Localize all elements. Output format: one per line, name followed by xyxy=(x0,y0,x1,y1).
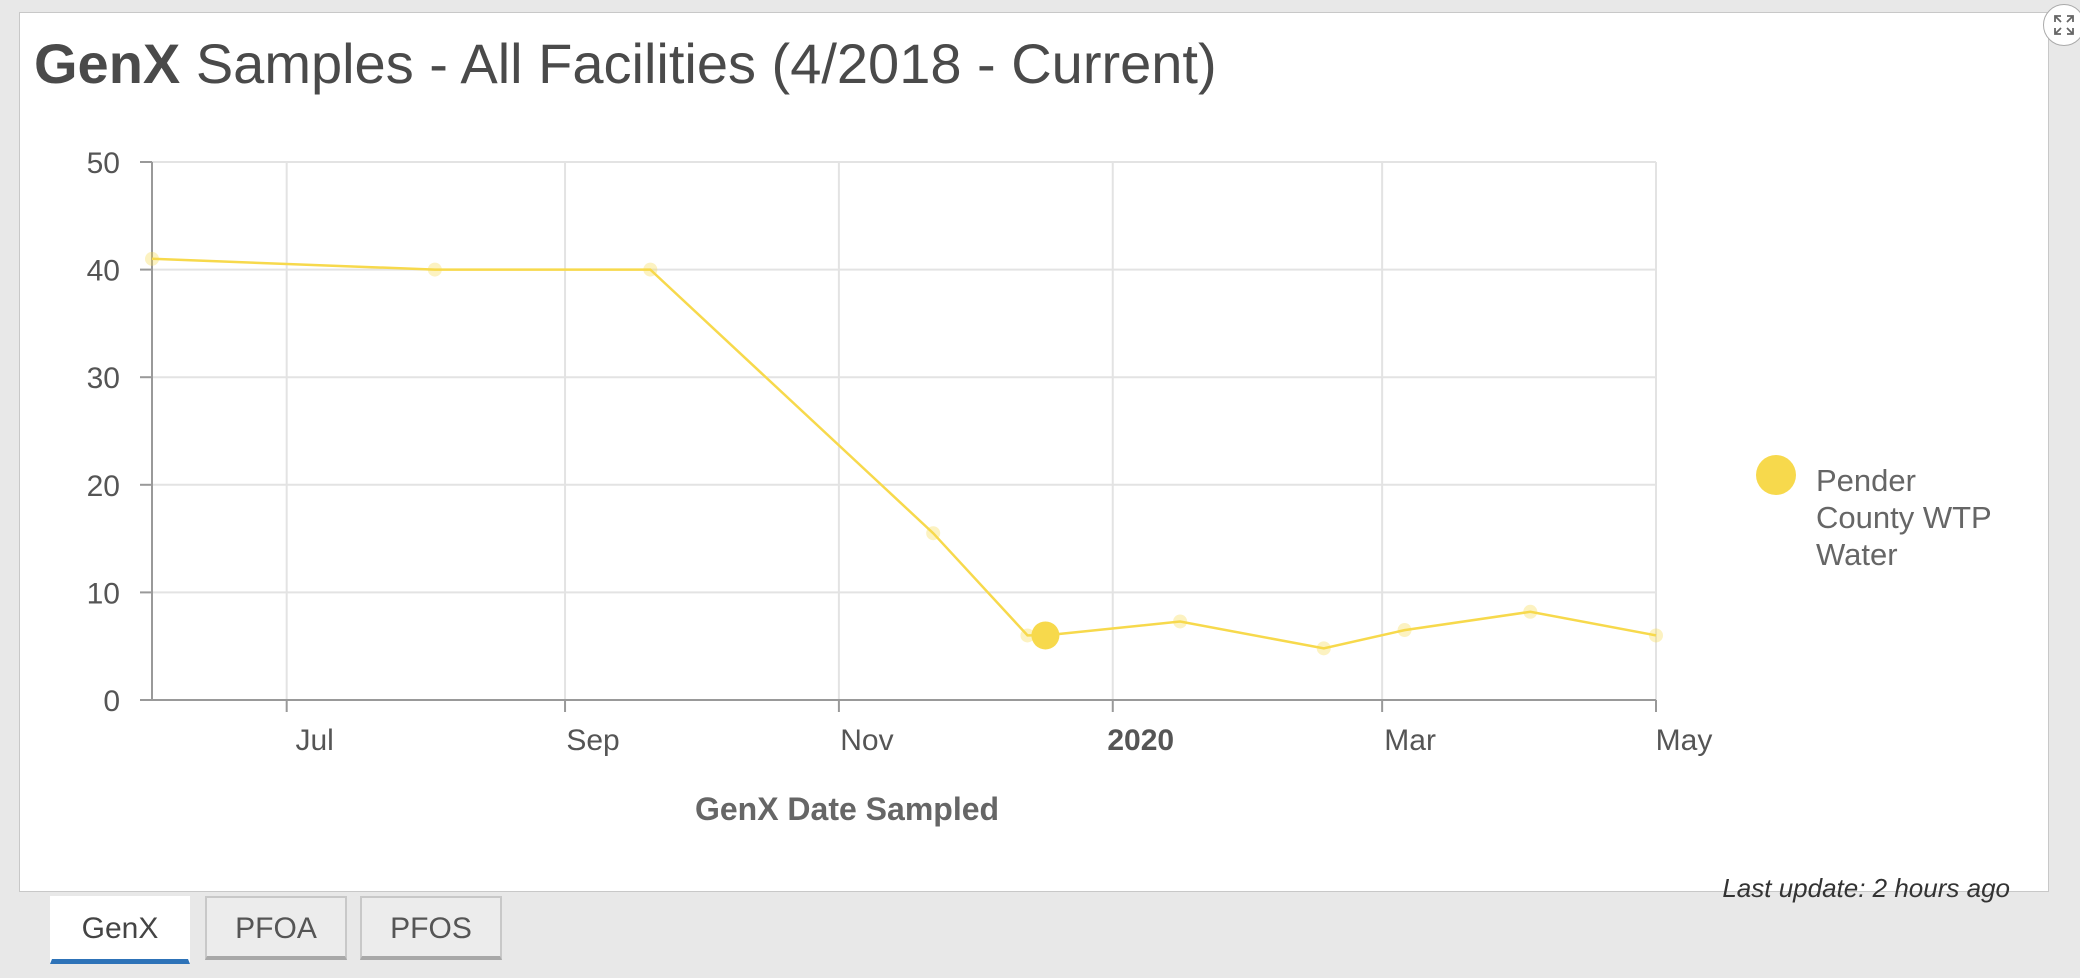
chart-title-rest: Samples - All Facilities (4/2018 - Curre… xyxy=(180,32,1217,95)
chart-title-bold: GenX xyxy=(34,32,181,95)
data-point xyxy=(1173,614,1188,629)
x-axis-label: GenX Date Sampled xyxy=(695,791,999,827)
chart-title: GenX Samples - All Facilities (4/2018 - … xyxy=(34,31,1217,96)
data-point xyxy=(643,262,658,277)
x-tick-label: May xyxy=(1656,724,1713,757)
legend-label: Pender County WTP Water xyxy=(1816,463,1992,572)
data-point xyxy=(427,262,442,277)
x-tick-label: Jul xyxy=(296,724,334,757)
data-point xyxy=(1523,604,1538,619)
y-tick-label: 0 xyxy=(103,685,120,718)
tab-pfoa[interactable]: PFOA xyxy=(205,896,347,960)
expand-button[interactable] xyxy=(2043,4,2080,46)
x-tick-label: 2020 xyxy=(1107,724,1174,757)
chart-panel: GenX Samples - All Facilities (4/2018 - … xyxy=(19,12,2049,903)
expand-icon xyxy=(2054,15,2074,35)
y-tick-label: 30 xyxy=(87,362,120,395)
x-tick-label: Mar xyxy=(1384,724,1436,757)
highlighted-data-point xyxy=(1031,621,1060,650)
x-tick-label: Nov xyxy=(840,724,893,757)
y-tick-label: 20 xyxy=(87,470,120,503)
y-tick-label: 10 xyxy=(87,577,120,610)
data-point xyxy=(145,251,159,266)
y-tick-label: 40 xyxy=(87,255,120,288)
x-tick-label: Sep xyxy=(566,724,619,757)
line-chart: 0 10 20 30 40 50 Jul Sep Nov 2020 Mar May GenX Date … xyxy=(87,147,1992,827)
legend-marker xyxy=(1756,455,1796,495)
data-point xyxy=(1020,628,1035,643)
last-update-text: Last update: 2 hours ago xyxy=(1722,873,2010,903)
y-tick-label: 50 xyxy=(87,147,120,180)
data-point xyxy=(1649,628,1663,643)
data-point xyxy=(1316,641,1331,656)
data-point xyxy=(926,526,941,541)
tab-pfos[interactable]: PFOS xyxy=(360,896,502,960)
data-point xyxy=(1397,623,1412,638)
series-line xyxy=(151,257,1657,650)
tab-genx[interactable]: GenX xyxy=(50,896,190,964)
